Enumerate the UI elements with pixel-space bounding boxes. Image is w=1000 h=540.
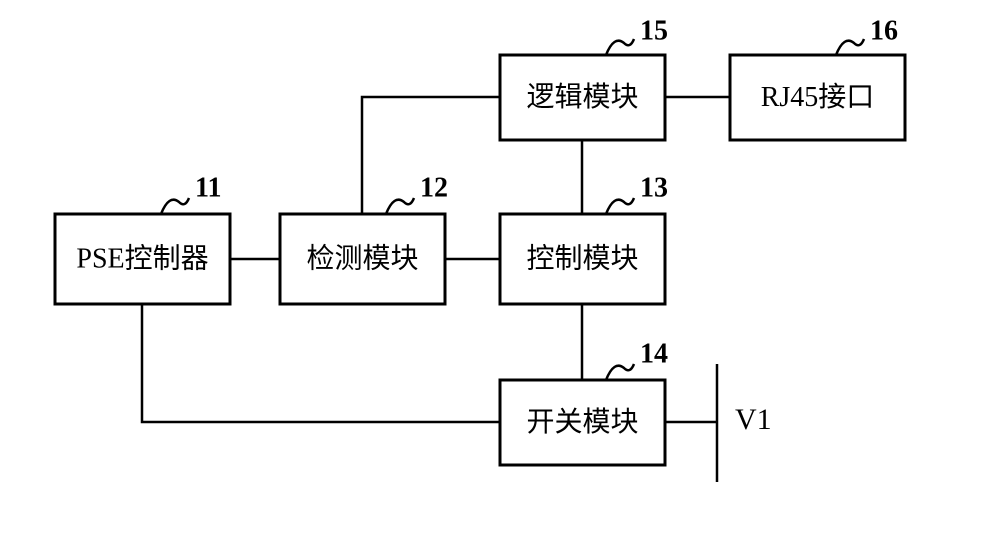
node-rj45: RJ45接口 16 xyxy=(730,15,905,140)
node-ctrl-tick xyxy=(606,198,634,214)
node-rj45-number: 16 xyxy=(870,15,898,46)
v1-label: V1 xyxy=(735,403,772,436)
node-switch-number: 14 xyxy=(640,338,668,369)
node-switch-label: 开关模块 xyxy=(526,406,638,438)
node-detect-tick xyxy=(386,198,414,214)
block-diagram: PSE控制器 11 检测模块 12 控制模块 13 开关模块 14 逻辑模块 15 RJ45接口 16… xyxy=(0,0,1000,540)
node-pse-label: PSE控制器 xyxy=(76,242,208,274)
edge-pse-switch xyxy=(142,304,500,422)
node-switch-tick xyxy=(606,364,634,380)
node-rj45-label: RJ45接口 xyxy=(761,81,875,113)
node-detect-number: 12 xyxy=(420,172,448,203)
node-pse: PSE控制器 11 xyxy=(55,172,230,304)
node-rj45-tick xyxy=(836,39,864,55)
node-detect: 检测模块 12 xyxy=(280,172,448,304)
node-ctrl: 控制模块 13 xyxy=(500,172,668,304)
node-logic: 逻辑模块 15 xyxy=(500,15,668,140)
node-ctrl-label: 控制模块 xyxy=(526,242,638,274)
node-switch: 开关模块 14 xyxy=(500,338,668,465)
node-ctrl-number: 13 xyxy=(640,172,668,203)
node-logic-label: 逻辑模块 xyxy=(526,81,638,113)
node-logic-tick xyxy=(606,39,634,55)
node-logic-number: 15 xyxy=(640,15,668,46)
node-pse-number: 11 xyxy=(195,172,221,203)
node-detect-label: 检测模块 xyxy=(306,242,418,274)
node-pse-tick xyxy=(161,198,189,214)
